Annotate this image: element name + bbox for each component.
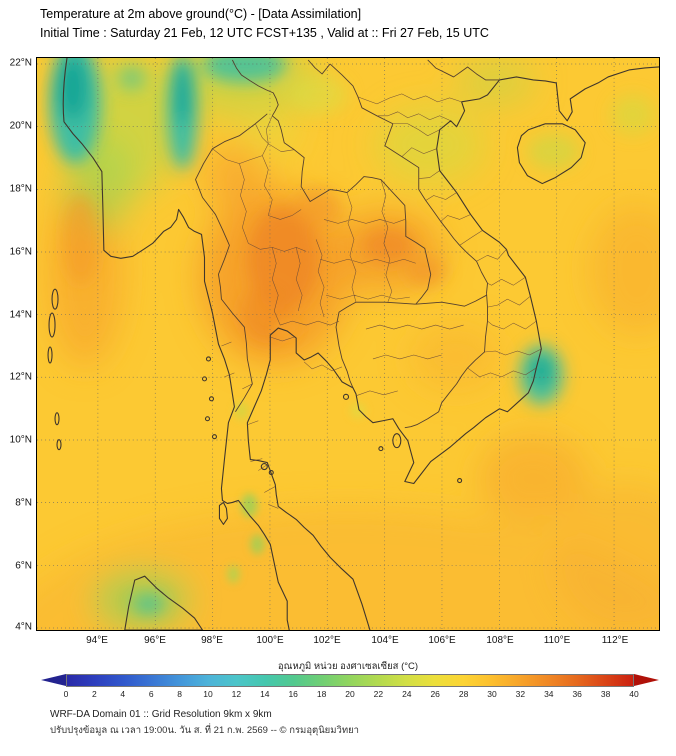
lat-tick-label: 6°N [15, 560, 32, 572]
footer: WRF-DA Domain 01 :: Grid Resolution 9km … [50, 707, 359, 739]
colorbar-tick-label: 10 [203, 689, 213, 699]
colorbar-tick-label: 2 [92, 689, 97, 699]
graticule [37, 58, 659, 630]
colorbar-tick-label: 12 [231, 689, 242, 699]
lat-tick-label: 16°N [9, 246, 32, 258]
lat-tick-label: 14°N [9, 309, 32, 321]
lat-tick-label: 8°N [15, 497, 32, 509]
colorbar-tick-label: 8 [177, 689, 182, 699]
colorbar-underflow-arrow [41, 674, 66, 686]
colorbar [36, 674, 660, 687]
colorbar-tick-label: 40 [629, 689, 639, 699]
lat-tick-label: 4°N [15, 621, 32, 633]
country-borders [195, 59, 500, 429]
colorbar-tick-label: 32 [515, 689, 526, 699]
colorbar-tick-label: 18 [316, 689, 327, 699]
lat-tick-label: 18°N [9, 183, 32, 195]
colorbar-tick-label: 36 [572, 689, 582, 699]
colorbar-tick-label: 20 [345, 689, 355, 699]
map-plot-area [36, 57, 660, 631]
colorbar-tick-label: 6 [148, 689, 154, 699]
lat-tick-label: 20°N [9, 120, 32, 132]
colorbar-gradient [66, 674, 634, 687]
colorbar-ticks: 0 2 4 6 8 10 12 14 16 18 20 22 24 26 28 … [36, 689, 660, 701]
province-borders [212, 93, 542, 509]
model-info: WRF-DA Domain 01 :: Grid Resolution 9km … [50, 709, 272, 720]
colorbar-tick-label: 22 [373, 689, 384, 699]
colorbar-tick-label: 28 [458, 689, 469, 699]
coastline-path [47, 58, 659, 630]
lon-tick-label: 112°E [601, 635, 629, 646]
lon-tick-label: 104°E [371, 635, 399, 646]
colorbar-label: อุณหภูมิ หน่วย องศาเซลเซียส (°C) [277, 661, 419, 672]
colorbar-overflow-arrow [634, 674, 659, 686]
longitude-axis: 94°E 96°E 98°E 100°E 102°E 104°E 106°E 1… [36, 635, 660, 649]
colorbar-tick-label: 4 [120, 689, 126, 699]
lon-tick-label: 110°E [543, 635, 571, 646]
lat-tick-label: 10°N [9, 434, 32, 446]
lon-tick-label: 102°E [313, 635, 341, 646]
lon-tick-label: 98°E [201, 635, 223, 646]
colorbar-tick-label: 26 [430, 689, 440, 699]
map-title: Temperature at 2m above ground(°C) - [Da… [40, 7, 362, 21]
lon-tick-label: 106°E [428, 635, 456, 646]
temperature-field [37, 58, 659, 630]
lon-tick-label: 94°E [86, 635, 108, 646]
colorbar-tick-label: 38 [600, 689, 611, 699]
lon-tick-label: 108°E [486, 635, 514, 646]
title-block: Temperature at 2m above ground(°C) - [Da… [40, 5, 489, 43]
colorbar-tick-label: 14 [260, 689, 270, 699]
colorbar-tick-label: 30 [487, 689, 497, 699]
lon-tick-label: 96°E [144, 635, 166, 646]
lat-tick-label: 22°N [9, 57, 32, 69]
map-subtitle: Initial Time : Saturday 21 Feb, 12 UTC F… [40, 26, 489, 40]
lat-tick-label: 12°N [9, 371, 32, 383]
colorbar-tick-label: 24 [402, 689, 412, 699]
colorbar-tick-label: 16 [288, 689, 298, 699]
colorbar-tick-label: 34 [544, 689, 554, 699]
update-info: ปรับปรุงข้อมูล ณ เวลา 19:00น. วัน ส. ที่… [50, 725, 360, 736]
latitude-axis: 22°N 20°N 18°N 16°N 14°N 12°N 10°N 8°N 6… [2, 57, 34, 633]
lon-tick-label: 100°E [256, 635, 284, 646]
colorbar-tick-label: 0 [63, 689, 69, 699]
temperature-map [37, 58, 659, 630]
